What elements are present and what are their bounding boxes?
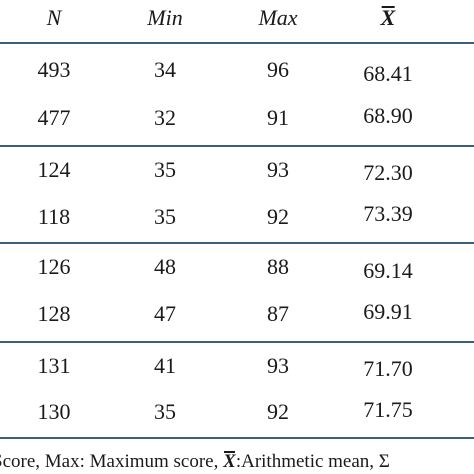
cell-max: 87 [267,301,289,326]
cell-mean: 69.91 [363,299,413,324]
cell-mean: 68.90 [363,103,413,128]
cell-max: 93 [267,353,289,378]
cell-min: 34 [154,57,176,82]
cell-min: 47 [154,301,176,326]
header-mean: X [381,6,396,30]
cell-mean: 69.14 [363,258,413,283]
cell-max: 88 [267,254,289,279]
overline-mark [381,6,395,8]
header-rule [0,42,474,44]
cell-n: 126 [37,254,71,279]
overline-mark [224,451,235,453]
table-bottom-rule [0,437,474,439]
group-rule [0,242,474,244]
footnote-text: Score, Max: Maximum score, [0,451,224,472]
cell-n: 130 [37,399,71,424]
footnote-symbol-label: X [223,451,236,472]
header-n: N [46,5,62,30]
cell-mean: 73.39 [363,201,413,226]
cell-min: 35 [154,157,176,182]
cell-n: 118 [37,204,71,229]
cell-min: 48 [154,254,176,279]
cell-max: 91 [267,105,289,130]
cell-n: 493 [37,57,71,82]
cell-max: 92 [267,204,289,229]
group-rule [0,341,474,343]
group-rule [0,145,474,147]
cell-n: 124 [37,157,71,182]
cell-mean: 72.30 [363,160,413,185]
header-mean-label: X [380,5,396,30]
cell-n: 131 [37,353,71,378]
cell-min: 35 [154,204,176,229]
header-min: Min [147,5,183,30]
cell-min: 35 [154,399,176,424]
cell-max: 96 [267,57,289,82]
cell-mean: 71.75 [363,397,413,422]
cell-n: 477 [37,105,71,130]
cell-mean: 71.70 [363,356,413,381]
cell-n: 128 [37,301,71,326]
footnote-text: :Arithmetic mean, Σ [235,451,390,472]
header-max: Max [258,5,298,30]
cell-min: 41 [154,353,176,378]
table-footnote: Score, Max: Maximum score, X:Arithmetic … [0,451,390,473]
cell-max: 93 [267,157,289,182]
cell-min: 32 [154,105,176,130]
cell-max: 92 [267,399,289,424]
footnote-mean-symbol: X [223,451,236,473]
cell-mean: 68.41 [363,61,413,86]
